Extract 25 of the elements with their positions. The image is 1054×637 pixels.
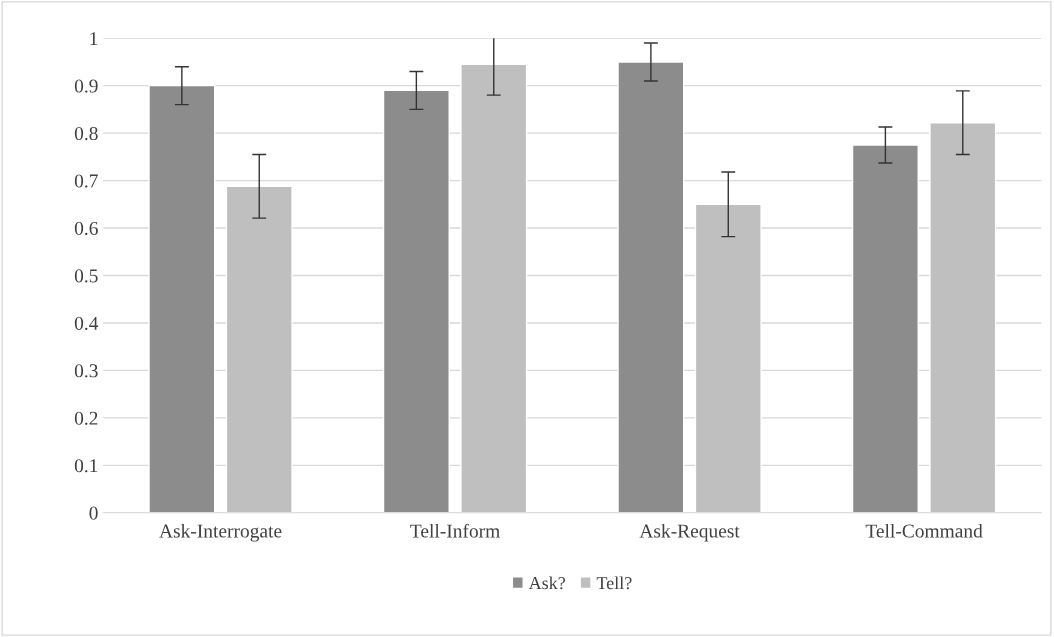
x-tick-label: Ask-Interrogate [159,523,282,542]
bar [460,63,528,513]
y-tick-label: 0.9 [74,79,98,93]
x-tick-label: Ask-Request [639,523,740,542]
bar [148,84,216,513]
y-tick-label: 0.4 [74,316,99,330]
y-tick-label: 0.3 [74,364,98,378]
bar [382,89,450,513]
legend-label: Ask? [528,576,565,590]
bar [694,203,762,513]
bar [225,185,293,513]
y-tick-label: 0.8 [74,126,98,141]
bar [851,144,919,513]
y-tick-label: 0.7 [74,174,98,188]
y-tick-label: 0 [89,506,98,520]
bar [929,121,997,513]
bar [617,61,685,513]
x-tick-label: Tell-Command [865,523,983,538]
legend-label: Tell? [596,576,632,590]
y-tick-label: 0.6 [74,221,98,236]
y-tick-label: 1 [90,32,98,45]
y-tick-label: 0.1 [74,459,98,473]
y-tick-label: 0.2 [74,411,98,425]
x-tick-label: Tell-Inform [410,523,500,538]
y-tick-label: 0.5 [74,269,98,283]
